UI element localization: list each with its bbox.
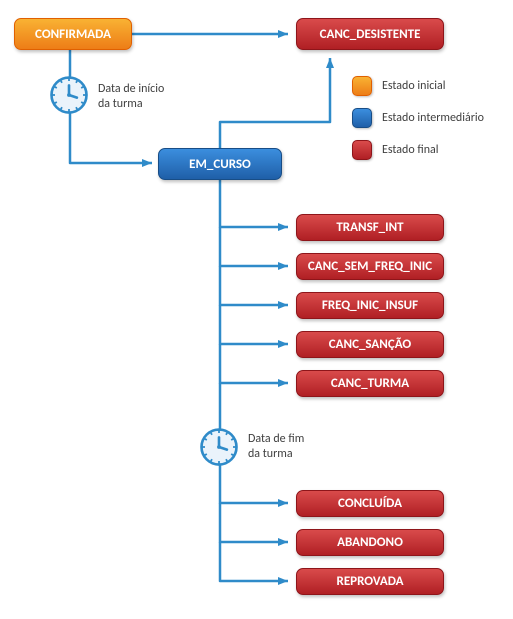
- node-freq-inic-insuf: FREQ_INIC_INSUF: [296, 292, 444, 319]
- node-reprovada: REPROVADA: [296, 568, 444, 595]
- node-canc-turma: CANC_TURMA: [296, 370, 444, 397]
- node-em-curso: EM_CURSO: [158, 148, 282, 180]
- legend-label-final: Estado final: [382, 143, 439, 158]
- clock-icon-end: [198, 426, 240, 468]
- node-canc-sancao: CANC_SANÇÃO: [296, 331, 444, 358]
- legend-label-intermediate: Estado intermediário: [382, 111, 484, 126]
- clock-label-end: Data de fimda turma: [248, 432, 304, 462]
- clock-label-start: Data de inícioda turma: [98, 82, 164, 112]
- legend-swatch-final: [352, 140, 372, 160]
- flowchart-canvas: CONFIRMADA CANC_DESISTENTE EM_CURSO TRANSF_…: [0, 0, 513, 619]
- legend-swatch-intermediate: [352, 108, 372, 128]
- legend-label-initial: Estado inicial: [382, 79, 446, 94]
- node-canc-sem-freq-inic: CANC_SEM_FREQ_INIC: [296, 253, 444, 280]
- clock-icon-start: [48, 74, 90, 116]
- node-abandono: ABANDONO: [296, 529, 444, 556]
- node-canc-desistente: CANC_DESISTENTE: [296, 18, 444, 50]
- node-concluida: CONCLUÍDA: [296, 490, 444, 517]
- node-confirmada: CONFIRMADA: [14, 18, 132, 50]
- legend-swatch-initial: [352, 76, 372, 96]
- node-transf-int: TRANSF_INT: [296, 214, 444, 241]
